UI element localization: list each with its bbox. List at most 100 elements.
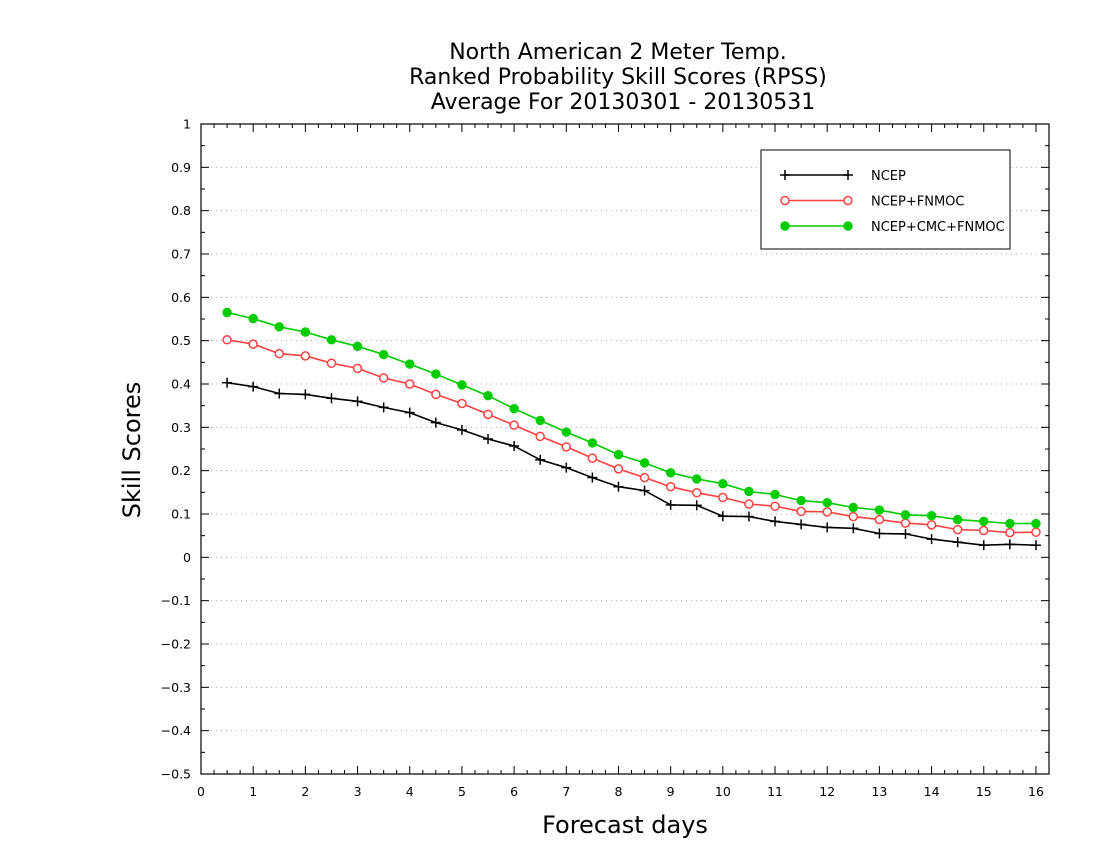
data-point-ncep (1004, 539, 1015, 550)
data-point-ncep-fnmoc (718, 492, 728, 503)
data-point-ncep-cmc-fnmoc (744, 486, 754, 497)
data-point-ncep-cmc-fnmoc (352, 341, 363, 351)
chart-title-line-2: Ranked Probability Skill Scores (RPSS) (409, 65, 827, 90)
x-axis-title: Forecast days (542, 811, 708, 839)
data-point-ncep (639, 485, 650, 496)
data-point-ncep (587, 472, 598, 483)
legend-label: NCEP+FNMOC (871, 195, 964, 210)
legend-item: NCEP+FNMOC (780, 195, 964, 210)
legend-item: NCEP+CMC+FNMOC (780, 220, 1005, 235)
data-point-ncep-fnmoc (561, 442, 572, 452)
series-ncep (222, 377, 1041, 551)
data-point-ncep (822, 522, 833, 533)
data-point-ncep-fnmoc (378, 373, 389, 383)
data-point-ncep-cmc-fnmoc (665, 468, 676, 478)
data-point-ncep (535, 454, 546, 465)
x-tick-label: 7 (562, 784, 570, 799)
data-point-ncep (352, 396, 363, 407)
data-point-ncep-fnmoc (1031, 527, 1041, 537)
series-ncep-cmc-fnmoc (222, 307, 1041, 529)
data-point-ncep-fnmoc (404, 379, 415, 389)
data-point-ncep-cmc-fnmoc (509, 404, 519, 414)
data-point-ncep-cmc-fnmoc (274, 322, 284, 332)
data-point-ncep-fnmoc (665, 481, 676, 492)
data-point-ncep (430, 417, 441, 428)
y-tick-label: 0.8 (171, 203, 191, 218)
data-point-ncep (717, 511, 728, 522)
legend-item: NCEP (780, 169, 906, 184)
legend-marker (843, 221, 853, 231)
x-tick-label: 5 (458, 784, 466, 799)
data-point-ncep (404, 407, 415, 418)
data-point-ncep (848, 523, 859, 534)
y-tick-label: 0.5 (171, 333, 191, 348)
data-point-ncep-cmc-fnmoc (952, 514, 963, 525)
x-tick-label: 10 (715, 784, 731, 799)
x-tick-label: 1 (249, 784, 257, 799)
x-tick-label: 11 (767, 784, 783, 799)
data-point-ncep-cmc-fnmoc (770, 489, 780, 500)
data-point-ncep-cmc-fnmoc (326, 335, 337, 345)
series-line-ncep-fnmoc (226, 339, 1037, 534)
y-axis-ticks: −0.5 −0.4 −0.3 −0.2 −0.1 0 0.1 0.2 0.3 0.4 0.5 0.6 0… (161, 117, 1049, 782)
y-tick-label: 0.3 (171, 420, 191, 435)
x-tick-label: 9 (667, 784, 675, 799)
legend-label: NCEP (871, 169, 906, 184)
data-point-ncep-cmc-fnmoc (457, 380, 467, 390)
data-point-ncep-cmc-fnmoc (822, 498, 832, 508)
y-tick-label: −0.1 (161, 593, 191, 608)
data-point-ncep-cmc-fnmoc (431, 369, 441, 379)
data-point-ncep-cmc-fnmoc (378, 349, 389, 360)
data-point-ncep-fnmoc (431, 389, 441, 400)
y-tick-label: 0 (183, 550, 191, 565)
data-point-ncep-fnmoc (535, 431, 545, 442)
legend-label: NCEP+CMC+FNMOC (871, 220, 1005, 235)
data-point-ncep-fnmoc (926, 520, 937, 530)
data-point-ncep-fnmoc (222, 335, 232, 345)
data-point-ncep-fnmoc (326, 358, 337, 368)
y-tick-label: 0.6 (171, 290, 191, 305)
data-point-ncep-cmc-fnmoc (796, 495, 806, 506)
data-point-ncep (509, 440, 520, 451)
series-line-ncep-cmc-fnmoc (226, 311, 1036, 525)
data-point-ncep (274, 388, 285, 399)
x-tick-label: 2 (301, 784, 309, 799)
data-point-ncep-fnmoc (483, 409, 493, 420)
x-tick-label: 8 (615, 784, 623, 799)
data-point-ncep-fnmoc (639, 472, 650, 483)
y-axis-title: Skill Scores (118, 382, 146, 519)
data-point-ncep-fnmoc (952, 524, 963, 535)
data-point-ncep-cmc-fnmoc (613, 449, 624, 460)
data-point-ncep-cmc-fnmoc (874, 505, 885, 515)
data-point-ncep-cmc-fnmoc (222, 307, 232, 318)
data-point-ncep-fnmoc (900, 518, 911, 528)
y-tick-label: −0.4 (161, 723, 191, 738)
data-point-ncep-fnmoc (979, 525, 989, 536)
x-tick-label: 12 (819, 784, 835, 799)
legend-marker (843, 195, 853, 206)
data-point-ncep (691, 500, 702, 511)
legend-box (760, 149, 1011, 250)
data-point-ncep (613, 481, 624, 492)
legend-marker (780, 221, 790, 231)
data-point-ncep-cmc-fnmoc (718, 478, 728, 489)
x-tick-label: 6 (510, 784, 518, 799)
data-point-ncep-fnmoc (770, 501, 780, 511)
data-series (222, 307, 1041, 551)
data-point-ncep (978, 540, 989, 551)
y-tick-label: 0.1 (171, 507, 191, 522)
x-tick-label: 16 (1028, 784, 1044, 799)
y-tick-label: 1 (183, 117, 191, 132)
data-point-ncep-cmc-fnmoc (639, 458, 650, 468)
data-point-ncep-fnmoc (300, 351, 311, 361)
data-point-ncep-cmc-fnmoc (300, 327, 311, 337)
x-tick-label: 14 (924, 784, 940, 799)
data-point-ncep (1030, 540, 1041, 551)
data-point-ncep-fnmoc (457, 398, 467, 409)
data-point-ncep (926, 534, 937, 545)
data-point-ncep-fnmoc (248, 339, 258, 349)
data-point-ncep-cmc-fnmoc (692, 474, 702, 484)
data-point-ncep (456, 424, 467, 435)
data-point-ncep-fnmoc (587, 453, 598, 463)
